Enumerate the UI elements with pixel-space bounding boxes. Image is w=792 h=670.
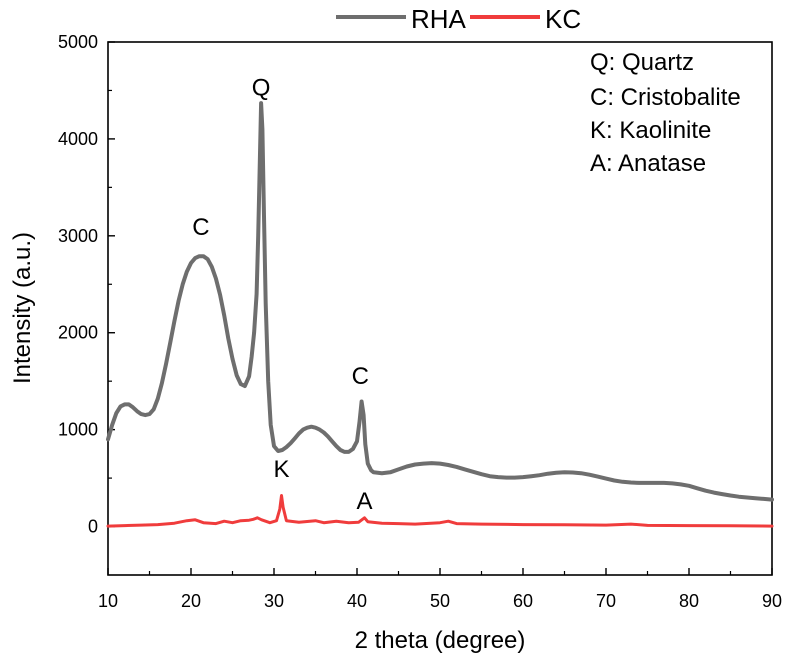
legend-label-kc: KC [545, 4, 581, 34]
y-tick-label: 5000 [58, 32, 98, 52]
annotation-quartz: Q: Quartz [590, 49, 694, 76]
peak-label: C [192, 214, 209, 241]
x-tick-label: 70 [596, 591, 616, 611]
x-tick-label: 80 [679, 591, 699, 611]
x-tick-label: 30 [264, 591, 284, 611]
legend-label-rha: RHA [411, 4, 467, 34]
y-tick-label: 2000 [58, 323, 98, 343]
y-tick-label: 0 [88, 517, 98, 537]
y-tick-label: 3000 [58, 226, 98, 246]
annotation-block: Q: Quartz C: Cristobalite K: Kaolinite A… [590, 49, 741, 177]
y-axis-label: Intensity (a.u.) [9, 232, 36, 384]
peak-label: K [273, 456, 289, 483]
peak-labels: Q C C K A [192, 74, 372, 515]
x-tick-label: 40 [347, 591, 367, 611]
series-line-rha [106, 101, 774, 502]
annotation-kaolinite: K: Kaolinite [590, 117, 711, 144]
peak-label: Q [252, 74, 271, 101]
axis-ticks: 10 20 30 40 50 60 70 80 90 0 1000 2000 3000 4000 5000 [58, 32, 782, 611]
legend: RHA KC [336, 4, 581, 34]
y-tick-label: 4000 [58, 129, 98, 149]
x-tick-label: 10 [98, 591, 118, 611]
series-layer [106, 101, 774, 528]
x-tick-label: 20 [181, 591, 201, 611]
series-line-kc [106, 494, 774, 528]
peak-label: C [352, 363, 369, 390]
annotation-cristobalite: C: Cristobalite [590, 84, 741, 111]
x-tick-label: 50 [430, 591, 450, 611]
x-axis-label: 2 theta (degree) [355, 627, 526, 654]
peak-label: A [356, 488, 372, 515]
x-tick-label: 90 [762, 591, 782, 611]
annotation-anatase: A: Anatase [590, 150, 706, 177]
y-tick-label: 1000 [58, 420, 98, 440]
x-tick-label: 60 [513, 591, 533, 611]
